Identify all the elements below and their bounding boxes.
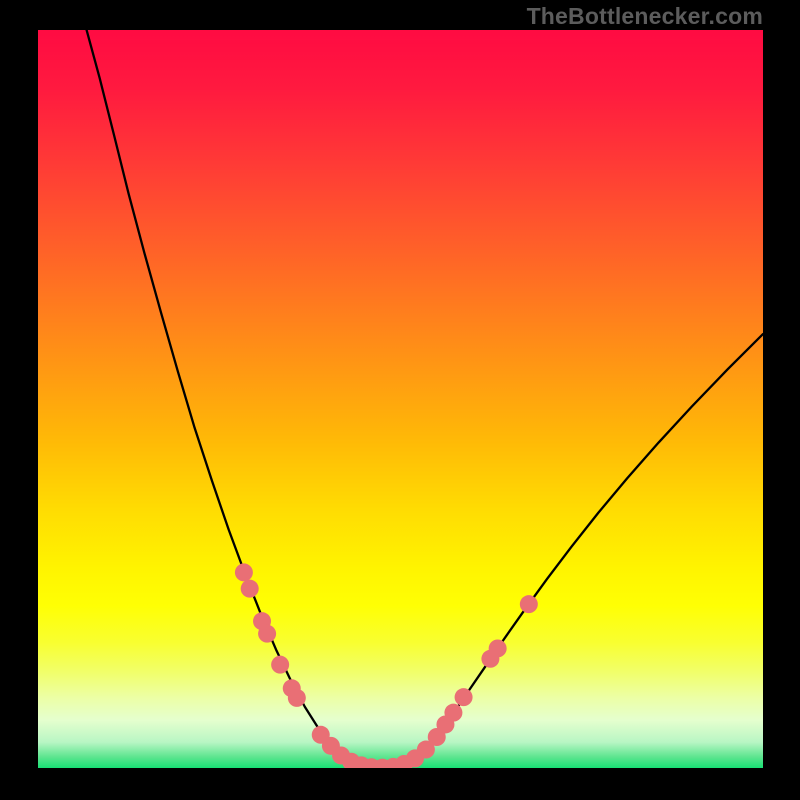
bottleneck-chart: [38, 30, 763, 768]
data-marker: [520, 595, 538, 613]
plot-area: [38, 30, 763, 768]
data-marker: [271, 656, 289, 674]
data-marker: [288, 689, 306, 707]
data-marker: [235, 563, 253, 581]
gradient-background: [38, 30, 763, 768]
chart-frame: TheBottlenecker.com: [0, 0, 800, 800]
data-marker: [455, 688, 473, 706]
data-marker: [489, 639, 507, 657]
watermark-text: TheBottlenecker.com: [527, 3, 763, 30]
data-marker: [258, 625, 276, 643]
data-marker: [444, 704, 462, 722]
data-marker: [241, 580, 259, 598]
